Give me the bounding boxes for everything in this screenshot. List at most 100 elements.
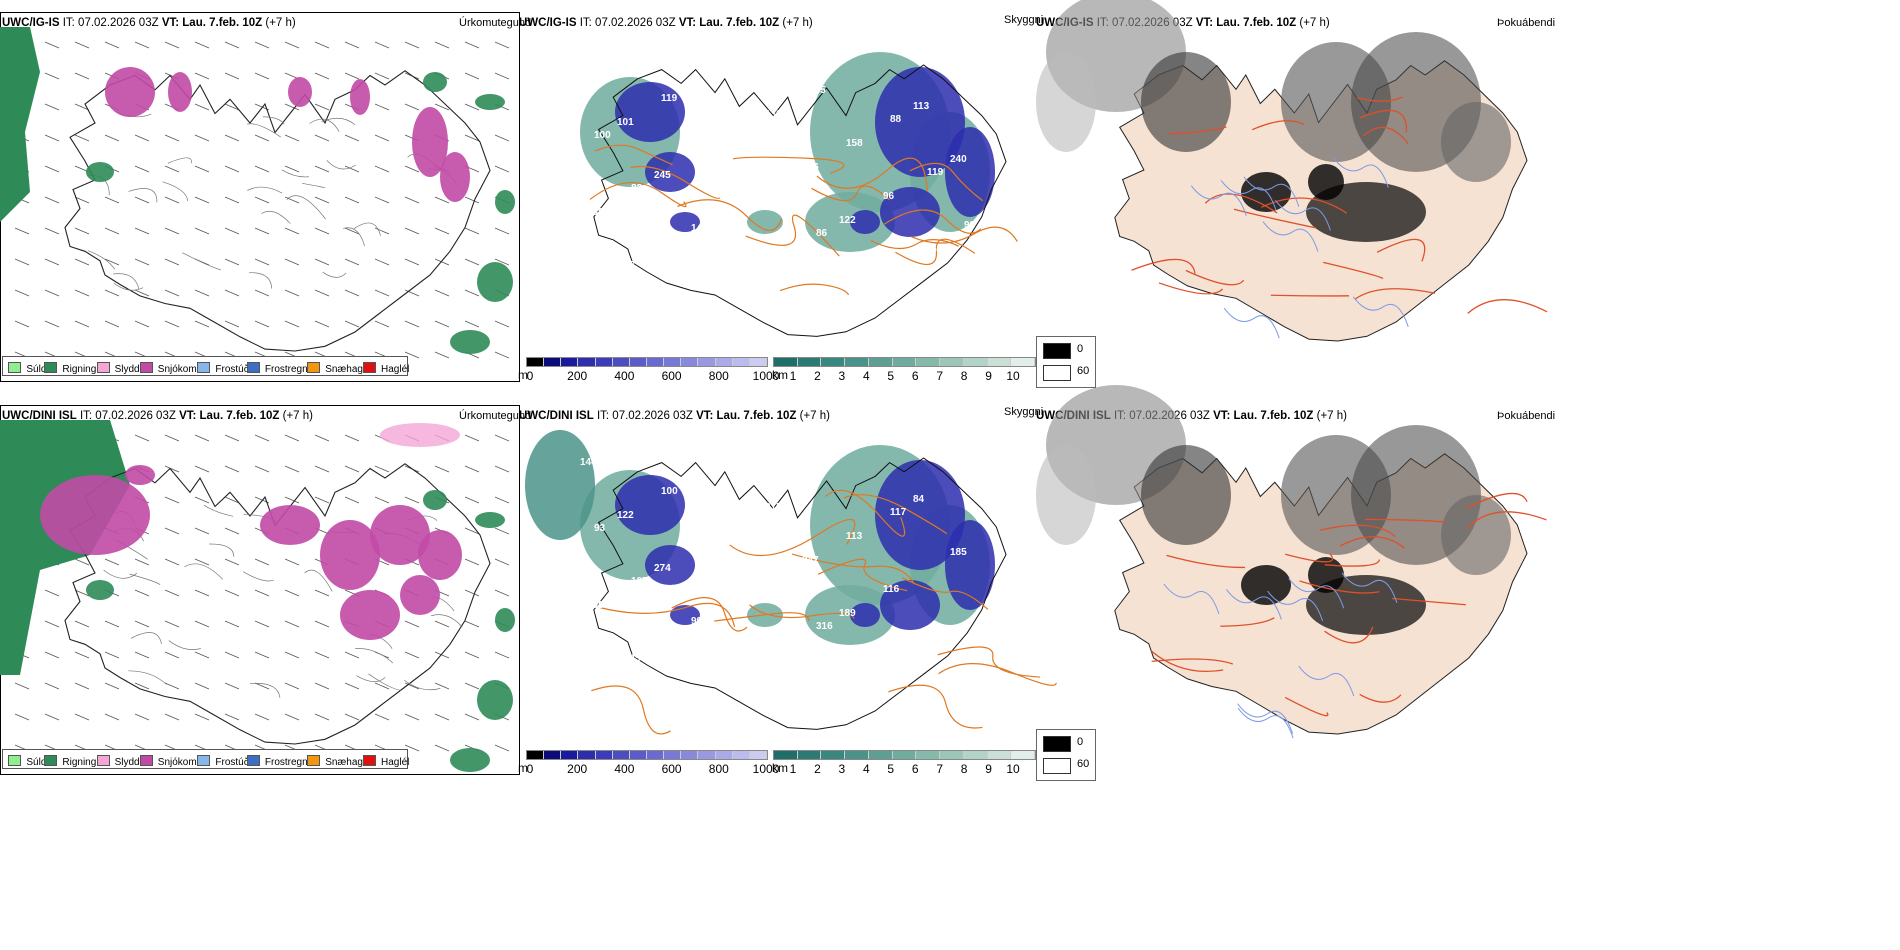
wind-barb: [134, 620, 150, 628]
wind-barb: [314, 713, 330, 721]
legend-item-snæhagl: Snæhagl: [307, 362, 365, 375]
wind-barb: [134, 165, 150, 173]
wind-barb: [224, 496, 240, 504]
wind-barb: [434, 713, 450, 721]
fog-patch: [945, 520, 995, 610]
legend-label: Haglél: [381, 757, 410, 768]
road: [591, 685, 671, 735]
wind-barb: [44, 651, 60, 659]
wind-barb: [374, 258, 390, 266]
visibility-value-label: 101: [957, 77, 974, 88]
lead-time: (+7 h): [1316, 410, 1347, 422]
it-value: 07.02.2026 03Z: [78, 17, 159, 29]
visibility-value-label: 126: [802, 162, 819, 173]
colorbar-cell: [987, 751, 1012, 759]
wind-barb: [314, 682, 330, 690]
colorbar-cell: [698, 751, 716, 759]
it-label: IT:: [62, 17, 75, 29]
legend-label: Frostúði: [215, 364, 252, 375]
terrain-contour: [103, 569, 138, 579]
colorbar-cell: [646, 358, 665, 366]
wind-barb: [314, 227, 330, 235]
colorbar-cell: [629, 358, 647, 366]
m-colorbar: [526, 357, 768, 367]
wind-barb: [44, 682, 60, 690]
wind-barb: [494, 351, 510, 359]
visibility-value-label: 141: [876, 661, 893, 672]
terrain-contour: [404, 679, 441, 691]
snow-area: [288, 77, 312, 107]
colorbar-cell: [578, 751, 596, 759]
wind-barb: [74, 320, 90, 328]
wind-barb: [464, 620, 480, 628]
road: [1392, 597, 1466, 606]
visibility-value-label: 245: [654, 170, 671, 181]
wind-barb: [434, 227, 450, 235]
wind-barb: [194, 496, 210, 504]
terrain-contour: [249, 683, 281, 698]
visibility-value-label: 64: [772, 645, 784, 656]
colorbar-cell: [821, 751, 846, 759]
it-value: 07.02.2026 03Z: [612, 410, 693, 422]
snow-area: [400, 575, 440, 615]
wind-barb: [254, 165, 270, 173]
visibility-value-label: 86: [816, 228, 828, 239]
wind-barb: [44, 713, 60, 721]
visibility-value-label: 99: [964, 220, 976, 231]
wind-barb: [494, 496, 510, 504]
km-tick-label: 8: [960, 369, 968, 383]
wind-barb: [404, 351, 420, 359]
wind-barb: [494, 434, 510, 442]
wind-barb: [314, 103, 330, 111]
colorbar-cell: [868, 358, 893, 366]
wind-barb: [254, 227, 270, 235]
wind-barb: [314, 258, 330, 266]
visibility-value-label: 316: [816, 621, 833, 632]
m-tick-label: 200: [567, 369, 588, 383]
colorbar-cell: [612, 751, 630, 759]
road: [888, 684, 983, 729]
wind-barb: [74, 103, 90, 111]
road: [594, 144, 673, 166]
wind-barb: [164, 620, 180, 628]
wind-barb: [224, 289, 240, 297]
coastline: [593, 457, 1007, 730]
legend-swatch: [307, 362, 321, 373]
colorbar-cell: [715, 751, 733, 759]
wind-barb: [284, 465, 300, 473]
river: [1237, 703, 1294, 734]
colorbar-cell: [629, 751, 647, 759]
m-tick-label: 1000: [752, 369, 780, 383]
legend-swatch: [8, 755, 22, 766]
road: [1284, 696, 1329, 717]
wind-barb: [434, 682, 450, 690]
road: [1376, 238, 1426, 262]
colorbar-cell: [821, 358, 846, 366]
visibility-value-label: 132: [765, 109, 782, 120]
colorbar-cell: [544, 358, 562, 366]
wind-barb: [224, 713, 240, 721]
road: [1261, 197, 1348, 214]
wind-barb: [374, 713, 390, 721]
wind-barb: [104, 196, 120, 204]
wind-barb: [74, 134, 90, 142]
snow-area: [105, 67, 155, 117]
wind-barb: [464, 713, 480, 721]
km-tick-label: 3: [838, 762, 846, 776]
wind-barb: [404, 165, 420, 173]
wind-barb: [314, 496, 330, 504]
rain-patch: [477, 262, 513, 302]
wind-barb: [434, 465, 450, 473]
legend-swatch: [96, 362, 110, 373]
terrain-contour: [243, 571, 274, 582]
terrain-contour: [261, 210, 291, 224]
fog-legend-bottom: 0 60: [1036, 729, 1096, 781]
wind-barb: [374, 134, 390, 142]
visibility-value-label: 98: [876, 268, 888, 279]
panel-title-precip-top: UWC/IG-IS IT: 07.02.2026 03Z VT: Lau. 7.…: [2, 17, 296, 29]
legend-label: Snjókoma: [157, 364, 203, 375]
visibility-value-label: 198: [779, 175, 796, 186]
visibility-value-label: 92: [742, 515, 754, 526]
wind-barb: [374, 682, 390, 690]
